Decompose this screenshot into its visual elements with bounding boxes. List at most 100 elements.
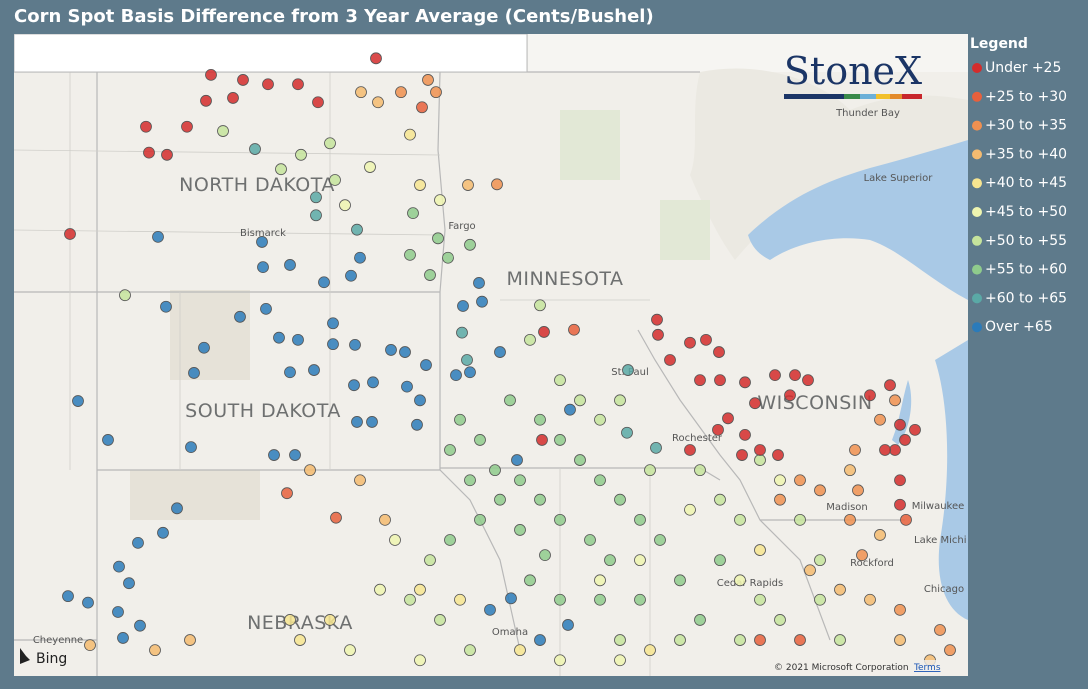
location-point	[476, 295, 488, 308]
city-label: Rockford	[850, 558, 894, 569]
location-point	[754, 544, 766, 556]
location-point	[594, 413, 606, 426]
location-point	[754, 454, 766, 466]
location-point	[754, 634, 766, 646]
location-point	[684, 336, 696, 349]
location-point	[117, 632, 129, 644]
city-label: Madison	[826, 502, 868, 513]
state-label: NORTH DAKOTA	[179, 174, 335, 196]
location-point	[554, 654, 566, 667]
location-point	[474, 513, 486, 526]
location-point	[464, 474, 476, 487]
legend-swatch[interactable]	[972, 63, 982, 73]
location-point	[634, 554, 646, 567]
location-point	[351, 223, 363, 236]
location-point	[262, 78, 274, 91]
legend-label[interactable]: Over +65	[985, 319, 1053, 335]
legend-label[interactable]: Under +25	[985, 60, 1061, 76]
location-point	[554, 513, 566, 526]
location-point	[754, 593, 766, 606]
legend-swatch[interactable]	[972, 178, 982, 189]
location-point	[538, 326, 550, 338]
legend-swatch[interactable]	[972, 264, 982, 275]
location-point	[634, 593, 646, 606]
location-point	[852, 484, 864, 497]
legend-label[interactable]: +35 to +40	[985, 146, 1067, 162]
location-point	[614, 654, 626, 667]
location-point	[774, 614, 786, 626]
provider: Bing	[36, 651, 67, 667]
legend-label[interactable]: +40 to +45	[985, 175, 1067, 191]
location-point	[112, 606, 124, 618]
location-point	[161, 148, 173, 161]
location-point	[814, 593, 826, 606]
location-point	[889, 444, 901, 456]
location-point	[327, 317, 339, 330]
legend-label[interactable]: +45 to +50	[985, 204, 1067, 220]
state-label: WISCONSIN	[757, 392, 872, 414]
legend-swatch[interactable]	[972, 235, 982, 246]
location-point	[404, 248, 416, 261]
location-point	[354, 474, 366, 487]
legend-label[interactable]: +25 to +30	[985, 89, 1067, 105]
location-point	[354, 251, 366, 264]
location-point	[379, 513, 391, 526]
location-point	[674, 574, 686, 587]
location-point	[621, 426, 633, 439]
location-point	[511, 454, 523, 466]
location-point	[934, 624, 946, 636]
location-point	[329, 174, 341, 186]
city-label: Cedar Rapids	[717, 578, 783, 589]
location-point	[432, 232, 444, 245]
legend-label[interactable]: +30 to +35	[985, 118, 1067, 134]
location-point	[345, 269, 357, 282]
location-point	[268, 449, 280, 461]
location-point	[894, 474, 906, 487]
location-point	[385, 344, 397, 356]
location-point	[102, 434, 114, 446]
points	[62, 52, 956, 667]
location-point	[894, 498, 906, 511]
location-point	[395, 86, 407, 99]
city-label: Rochester	[672, 433, 723, 444]
location-point	[310, 209, 322, 222]
legend-swatch[interactable]	[972, 207, 982, 217]
location-point	[324, 137, 336, 150]
location-point	[489, 464, 501, 477]
legend-swatch[interactable]	[972, 120, 982, 131]
legend-label[interactable]: +55 to +60	[985, 262, 1067, 278]
location-point	[84, 639, 96, 652]
location-point	[227, 92, 239, 104]
location-point	[82, 596, 94, 609]
location-point	[634, 513, 646, 526]
location-point	[143, 146, 155, 159]
location-point	[794, 513, 806, 526]
location-point	[473, 277, 485, 289]
location-point	[769, 369, 781, 382]
location-point	[456, 326, 468, 339]
location-point	[524, 333, 536, 346]
location-point	[422, 74, 434, 86]
location-point	[694, 464, 706, 477]
location-point	[562, 619, 574, 631]
location-point	[181, 120, 193, 133]
location-point	[284, 259, 296, 271]
terms-link[interactable]: Terms	[913, 663, 941, 673]
location-point	[284, 614, 296, 626]
legend-swatch[interactable]	[972, 149, 982, 160]
legend-label[interactable]: +50 to +55	[985, 233, 1067, 249]
location-point	[237, 74, 249, 86]
legend-swatch[interactable]	[972, 322, 982, 333]
legend-swatch[interactable]	[972, 91, 982, 102]
legend-swatch[interactable]	[972, 293, 982, 304]
location-point	[650, 441, 662, 454]
location-point	[424, 269, 436, 281]
location-point	[324, 614, 336, 626]
location-point	[651, 313, 663, 326]
location-point	[694, 614, 706, 626]
location-point	[534, 413, 546, 426]
location-point	[899, 434, 911, 446]
legend-label[interactable]: +60 to +65	[985, 290, 1067, 306]
location-point	[72, 395, 84, 407]
location-point	[754, 444, 766, 456]
